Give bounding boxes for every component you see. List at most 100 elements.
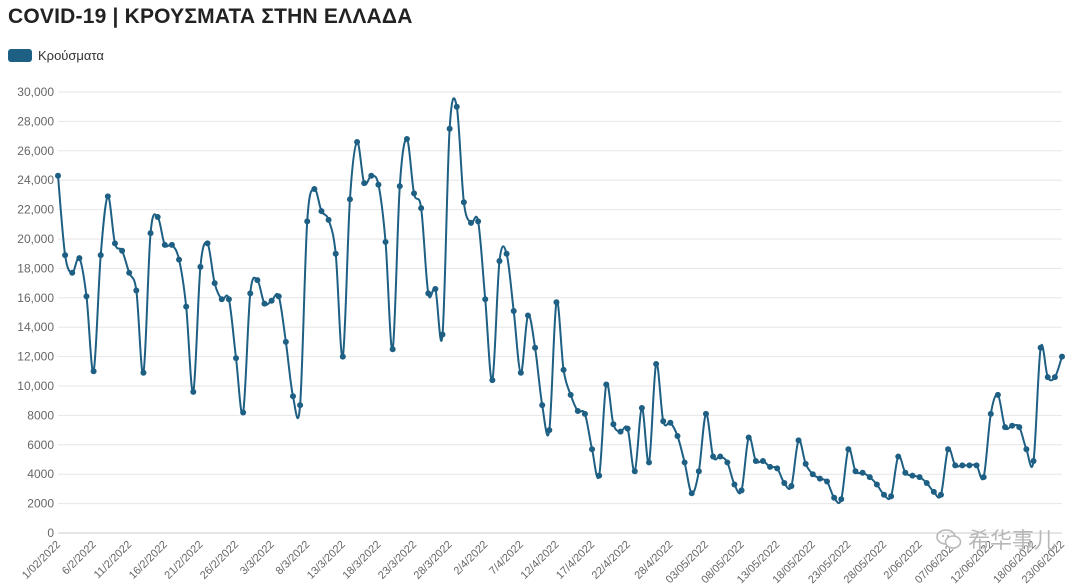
data-point — [247, 290, 254, 297]
data-point — [774, 465, 781, 472]
data-point — [339, 353, 346, 360]
data-point — [382, 238, 389, 245]
data-point — [211, 280, 218, 287]
data-point — [439, 331, 446, 338]
data-point — [695, 468, 702, 475]
data-point — [681, 459, 688, 466]
data-point — [368, 172, 375, 179]
data-point — [923, 480, 930, 487]
data-point — [866, 474, 873, 481]
data-point — [90, 368, 97, 375]
x-tick-label: 26/2/2022 — [198, 539, 241, 582]
data-point — [524, 312, 531, 319]
data-point — [930, 488, 937, 495]
data-point — [1002, 424, 1009, 431]
data-point — [1023, 446, 1030, 453]
y-tick-label: 2000 — [27, 497, 54, 511]
data-point — [275, 293, 282, 300]
data-point — [759, 457, 766, 464]
data-point — [375, 181, 382, 188]
data-point — [667, 419, 674, 426]
y-tick-label: 22,000 — [17, 203, 54, 217]
data-point — [133, 287, 140, 294]
y-tick-label: 16,000 — [17, 291, 54, 305]
data-point — [1051, 374, 1058, 381]
data-point — [446, 125, 453, 132]
data-point — [396, 183, 403, 190]
data-point — [646, 459, 653, 466]
data-point — [859, 469, 866, 476]
data-point — [190, 388, 197, 395]
data-point — [204, 240, 211, 247]
data-point — [781, 480, 788, 487]
data-point — [467, 219, 474, 226]
data-point — [888, 493, 895, 500]
data-point — [710, 453, 717, 460]
data-point — [453, 103, 460, 110]
data-point — [425, 290, 432, 297]
data-point — [83, 293, 90, 300]
x-tick-label: 1/02/2022 — [20, 539, 63, 582]
y-tick-label: 0 — [47, 526, 54, 540]
data-point — [838, 496, 845, 503]
data-point — [880, 491, 887, 498]
data-point — [325, 216, 332, 223]
data-point — [745, 434, 752, 441]
data-point — [1016, 424, 1023, 431]
data-point — [916, 474, 923, 481]
data-point — [539, 402, 546, 409]
data-point — [503, 250, 510, 257]
y-tick-label: 24,000 — [17, 173, 54, 187]
data-point — [183, 303, 190, 310]
data-point — [638, 405, 645, 412]
legend[interactable]: Κρούσματα — [8, 48, 104, 63]
data-point — [346, 196, 353, 203]
data-point — [55, 172, 61, 179]
data-point — [724, 459, 731, 466]
y-tick-label: 12,000 — [17, 350, 54, 364]
data-point — [311, 186, 318, 193]
data-point — [1030, 457, 1037, 464]
data-point — [973, 462, 980, 469]
data-point — [233, 355, 240, 362]
data-point — [816, 475, 823, 482]
data-point — [389, 346, 396, 353]
y-tick-label: 4000 — [27, 467, 54, 481]
y-tick-label: 6000 — [27, 438, 54, 452]
y-tick-label: 10,000 — [17, 379, 54, 393]
y-tick-label: 26,000 — [17, 144, 54, 158]
data-point — [788, 482, 795, 489]
data-point — [966, 462, 973, 469]
data-point — [795, 437, 802, 444]
data-point — [909, 472, 916, 479]
y-tick-label: 20,000 — [17, 232, 54, 246]
data-point — [62, 252, 69, 259]
data-point — [688, 490, 695, 497]
legend-swatch — [8, 49, 32, 62]
y-tick-label: 28,000 — [17, 114, 54, 128]
data-point — [318, 208, 325, 215]
data-point — [126, 269, 133, 276]
data-point — [119, 247, 126, 254]
data-point — [432, 285, 439, 292]
data-point — [111, 240, 118, 247]
y-tick-label: 30,000 — [17, 85, 54, 99]
data-point — [581, 410, 588, 417]
data-point — [76, 255, 83, 262]
y-tick-label: 8000 — [27, 408, 54, 422]
data-point — [240, 409, 247, 416]
legend-label: Κρούσματα — [38, 48, 104, 63]
data-point — [702, 410, 709, 417]
data-point — [980, 474, 987, 481]
data-point — [902, 469, 909, 476]
data-point — [147, 230, 154, 237]
data-point — [574, 407, 581, 414]
data-point — [1009, 422, 1016, 429]
data-point — [873, 481, 880, 488]
data-point — [674, 432, 681, 439]
x-tick-label: 2/4/2022 — [452, 539, 491, 578]
data-point — [104, 193, 111, 200]
data-point — [660, 418, 667, 425]
data-point — [361, 180, 368, 187]
